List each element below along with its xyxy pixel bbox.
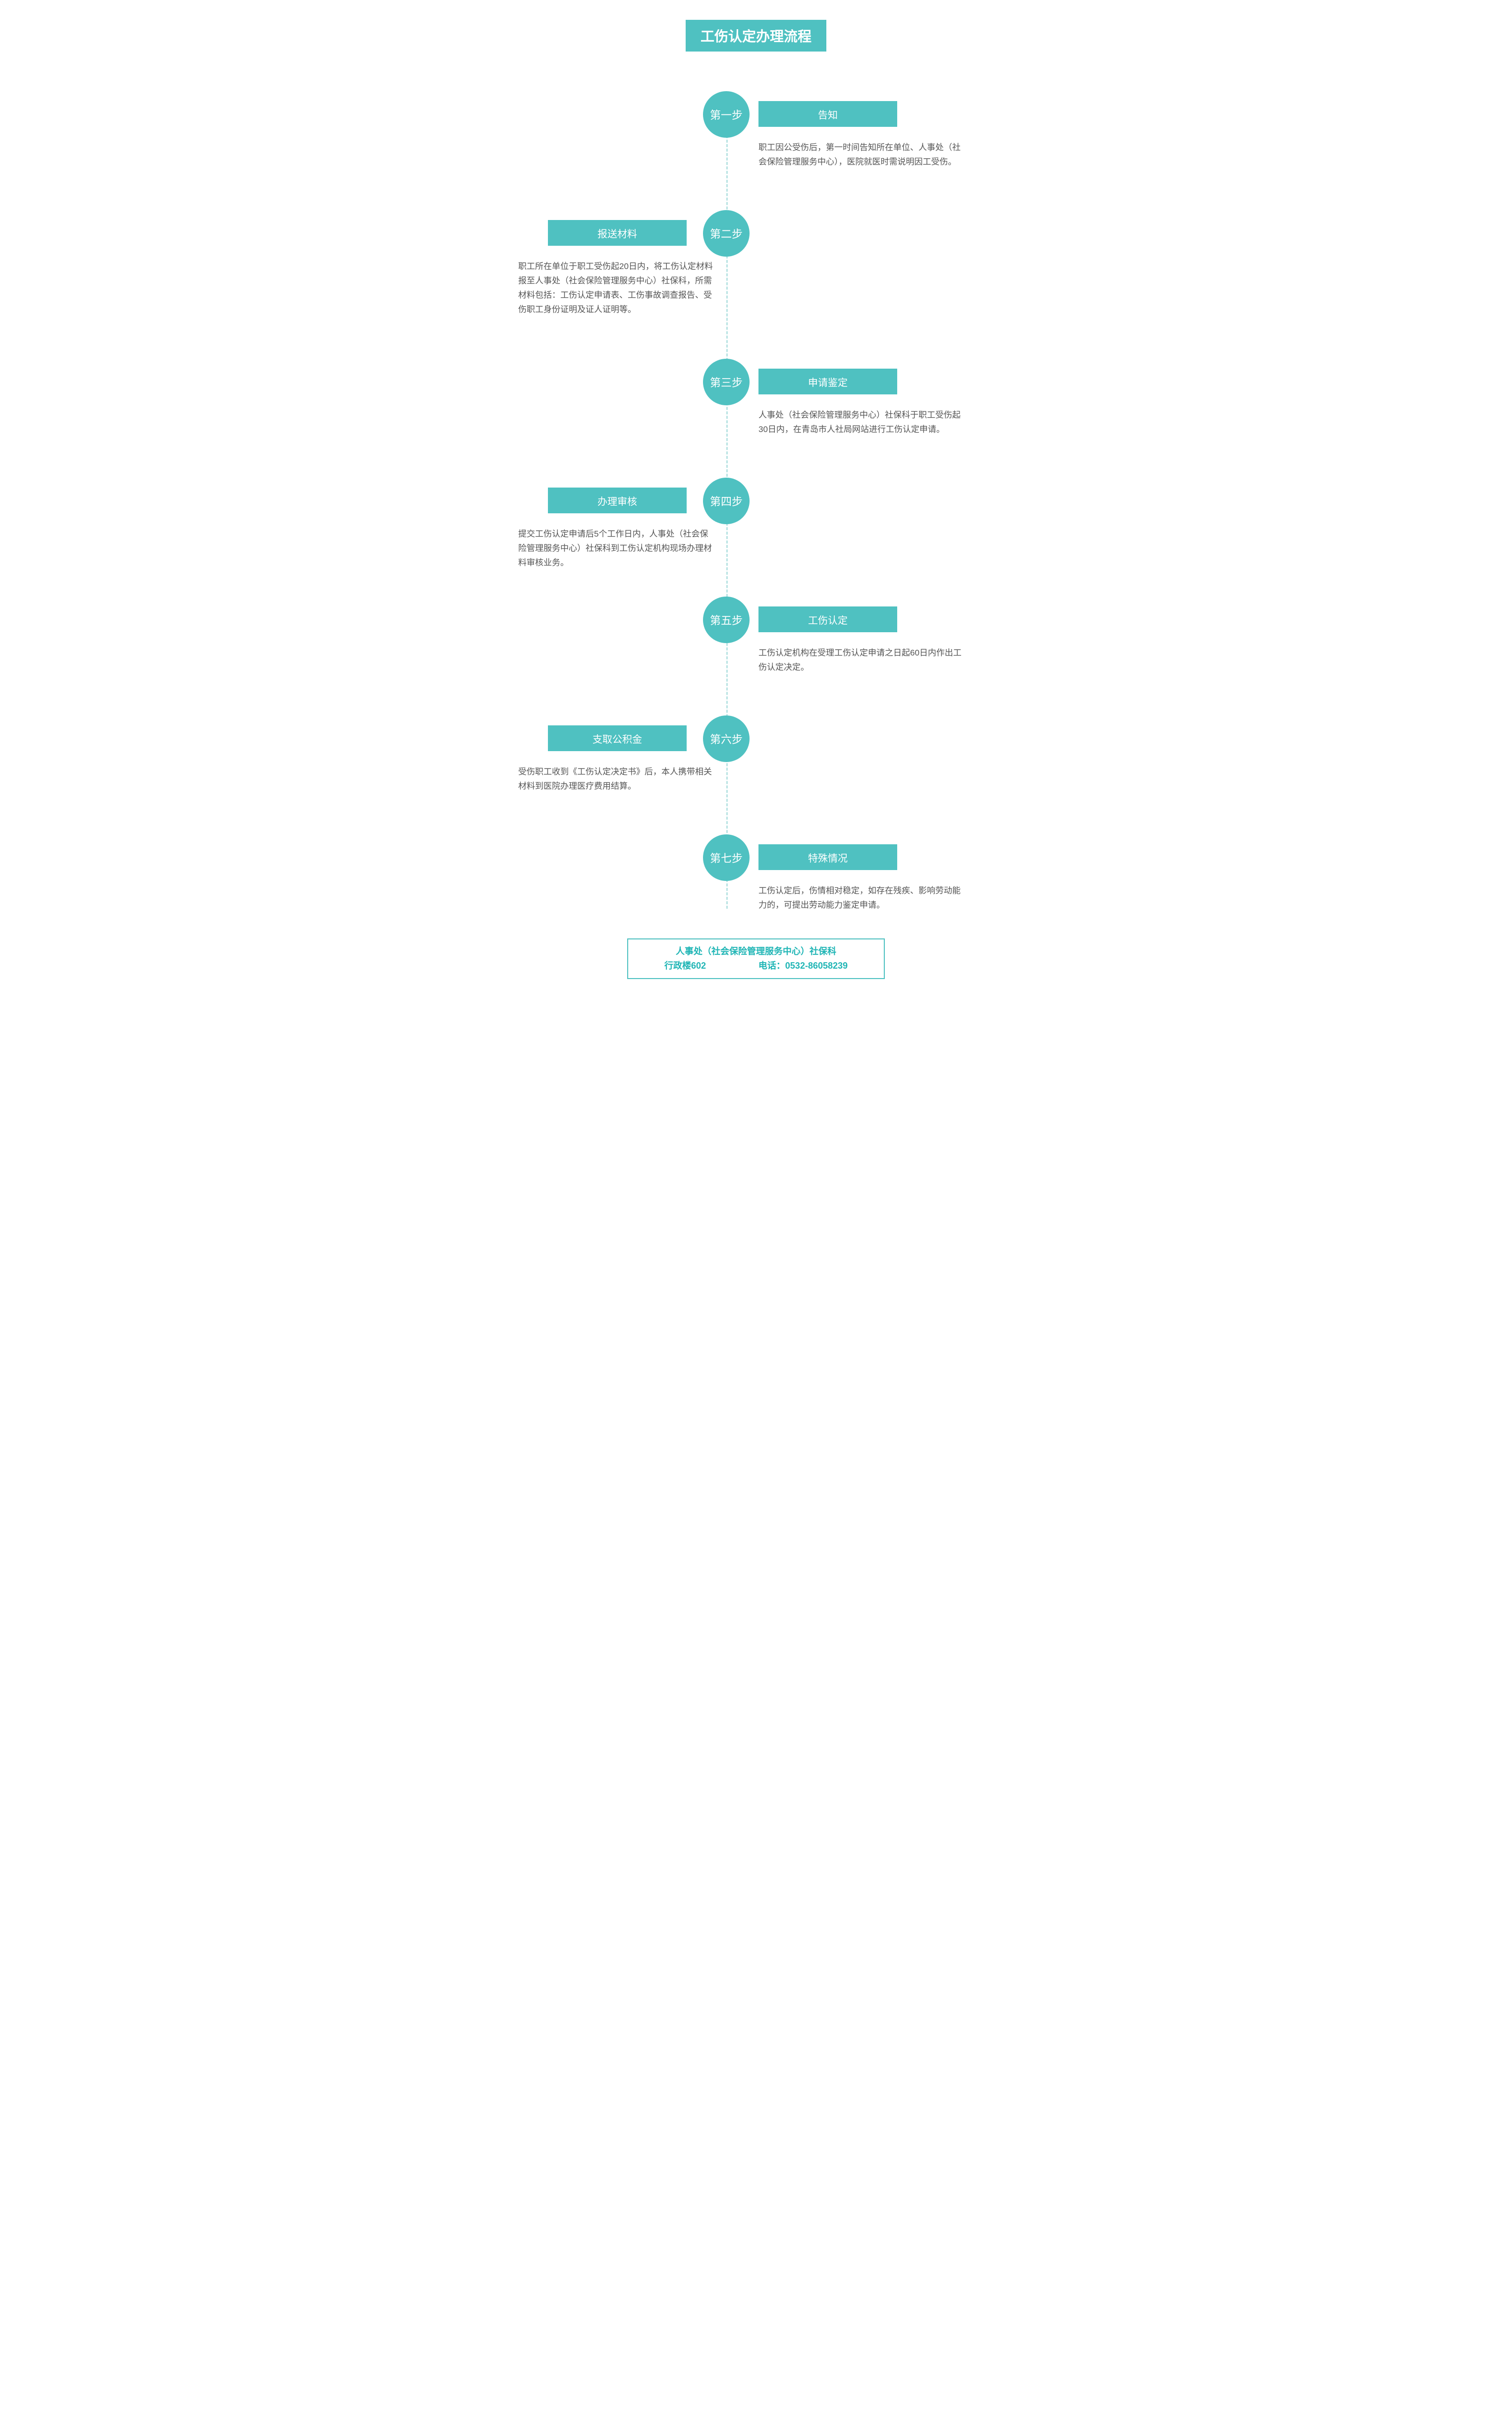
footer-address: 行政楼602 [664, 959, 706, 973]
footer-contact: 人事处（社会保险管理服务中心）社保科 行政楼602 电话：0532-860582… [627, 938, 885, 979]
title-wrapper: 工伤认定办理流程 [518, 20, 994, 91]
step-2-label: 报送材料 [548, 220, 687, 246]
step-6: 第六步 支取公积金 受伤职工收到《工伤认定决定书》后，本人携带相关材料到医院办理… [726, 715, 994, 815]
step-3: 第三步 申请鉴定 人事处（社会保险管理服务中心）社保科于职工受伤起30日内，在青… [726, 359, 994, 458]
step-3-circle: 第三步 [703, 359, 750, 405]
step-4: 第四步 办理审核 提交工伤认定申请后5个工作日内，人事处（社会保险管理服务中心）… [726, 478, 994, 577]
step-5: 第五步 工伤认定 工伤认定机构在受理工伤认定申请之日起60日内作出工伤认定决定。 [726, 597, 994, 696]
step-3-label: 申请鉴定 [758, 369, 897, 394]
step-7: 第七步 特殊情况 工伤认定后，伤情相对稳定，如存在残疾、影响劳动能力的，可提出劳… [726, 834, 994, 919]
step-1-desc: 职工因公受伤后，第一时间告知所在单位、人事处（社会保险管理服务中心），医院就医时… [758, 141, 967, 169]
step-6-desc: 受伤职工收到《工伤认定决定书》后，本人携带相关材料到医院办理医疗费用结算。 [518, 765, 716, 794]
step-1-label: 告知 [758, 101, 897, 127]
step-5-circle: 第五步 [703, 597, 750, 643]
step-2: 第二步 报送材料 职工所在单位于职工受伤起20日内，将工伤认定材料报至人事处（社… [726, 210, 994, 339]
step-4-desc: 提交工伤认定申请后5个工作日内，人事处（社会保险管理服务中心）社保科到工伤认定机… [518, 527, 716, 570]
flowchart-container: 工伤认定办理流程 第一步 告知 职工因公受伤后，第一时间告知所在单位、人事处（社… [518, 20, 994, 979]
step-1: 第一步 告知 职工因公受伤后，第一时间告知所在单位、人事处（社会保险管理服务中心… [726, 91, 994, 190]
step-5-desc: 工伤认定机构在受理工伤认定申请之日起60日内作出工伤认定决定。 [758, 646, 967, 675]
step-4-circle: 第四步 [703, 478, 750, 524]
step-7-circle: 第七步 [703, 834, 750, 881]
step-2-circle: 第二步 [703, 210, 750, 257]
step-6-circle: 第六步 [703, 715, 750, 762]
footer-org: 人事处（社会保险管理服务中心）社保科 [638, 944, 874, 959]
step-7-label: 特殊情况 [758, 844, 897, 870]
step-1-circle: 第一步 [703, 91, 750, 138]
timeline: 第一步 告知 职工因公受伤后，第一时间告知所在单位、人事处（社会保险管理服务中心… [726, 91, 994, 919]
step-2-desc: 职工所在单位于职工受伤起20日内，将工伤认定材料报至人事处（社会保险管理服务中心… [518, 260, 716, 317]
step-7-desc: 工伤认定后，伤情相对稳定，如存在残疾、影响劳动能力的，可提出劳动能力鉴定申请。 [758, 884, 967, 913]
step-4-label: 办理审核 [548, 488, 687, 513]
step-3-desc: 人事处（社会保险管理服务中心）社保科于职工受伤起30日内，在青岛市人社局网站进行… [758, 408, 967, 437]
step-6-label: 支取公积金 [548, 725, 687, 751]
step-5-label: 工伤认定 [758, 606, 897, 632]
footer-details: 行政楼602 电话：0532-86058239 [638, 959, 874, 973]
page-title: 工伤认定办理流程 [686, 20, 826, 52]
footer-phone: 电话：0532-86058239 [758, 959, 848, 973]
